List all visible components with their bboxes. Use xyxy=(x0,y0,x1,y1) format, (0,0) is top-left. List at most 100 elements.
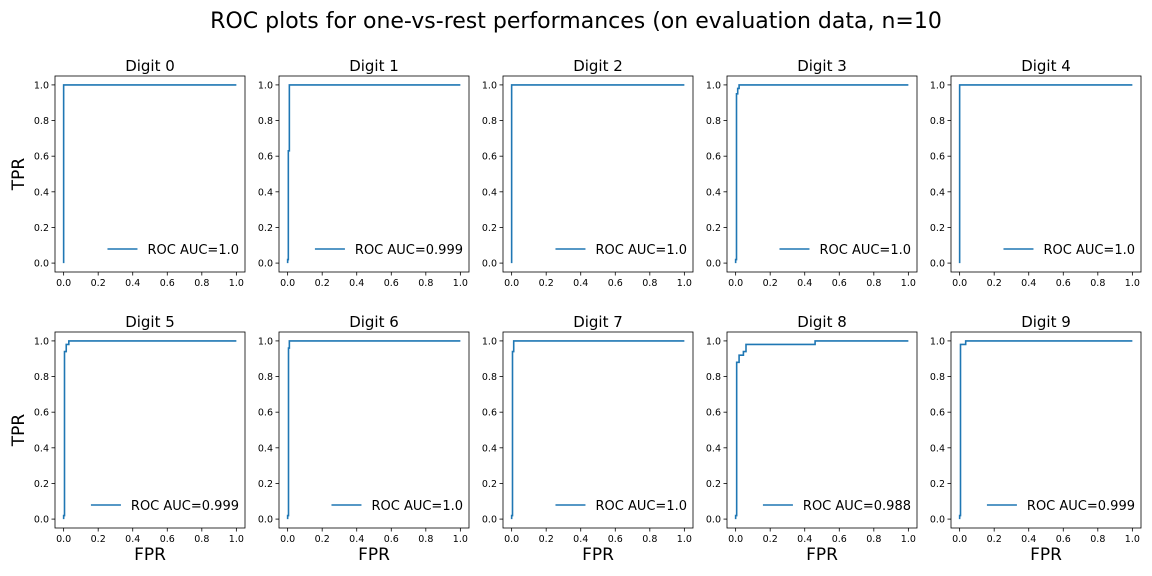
y-tick-label: 0.8 xyxy=(930,116,945,127)
x-tick-label: 0.0 xyxy=(728,534,743,545)
axes-frame xyxy=(54,331,246,529)
x-tick-label: 1.0 xyxy=(901,534,916,545)
y-tick-label: 0.0 xyxy=(258,259,273,270)
subplot-5: Digit 5 0.0 0.2 0.4 0.6 0.8 1.0 0.0 0.2 0.4 0.6 0.8… xyxy=(9,313,246,565)
subplot-title: Digit 6 xyxy=(349,313,399,331)
legend-label: ROC AUC=0.988 xyxy=(803,499,911,514)
subplot-4: Digit 4 0.0 0.2 0.4 0.6 0.8 1.0 0.0 0.2 0.4 0.6 0.8… xyxy=(930,57,1142,289)
x-tick-label: 0.4 xyxy=(797,534,812,545)
x-tick-label: 0.0 xyxy=(728,278,743,289)
y-tick-label: 0.2 xyxy=(258,479,273,490)
y-tick-label: 1.0 xyxy=(34,80,49,91)
legend-label: ROC AUC=1.0 xyxy=(371,499,463,514)
roc-curve xyxy=(958,84,1133,264)
y-tick-label: 0.6 xyxy=(34,408,49,419)
y-tick-label: 0.6 xyxy=(930,152,945,163)
y-tick-label: 0.8 xyxy=(930,372,945,383)
x-tick-label: 0.6 xyxy=(608,278,623,289)
y-tick-label: 0.4 xyxy=(482,443,497,454)
y-tick-label: 0.0 xyxy=(930,515,945,526)
y-tick-label: 0.0 xyxy=(258,515,273,526)
y-tick-label: 0.6 xyxy=(706,152,721,163)
x-axis-label: FPR xyxy=(806,545,838,565)
x-tick-label: 0.8 xyxy=(642,534,657,545)
x-tick-label: 0.0 xyxy=(56,534,71,545)
x-tick-label: 1.0 xyxy=(453,534,468,545)
roc-curve xyxy=(510,84,685,264)
legend-label: ROC AUC=1.0 xyxy=(1043,243,1135,258)
y-tick-label: 0.0 xyxy=(706,515,721,526)
subplot-0: Digit 0 0.0 0.2 0.4 0.6 0.8 1.0 0.0 0.2 0.4 0.6 0.8… xyxy=(9,57,246,289)
axes-frame xyxy=(502,75,694,273)
axes-frame xyxy=(950,331,1142,529)
axes-frame xyxy=(278,75,470,273)
axes-frame xyxy=(502,331,694,529)
x-tick-label: 0.4 xyxy=(573,278,588,289)
legend-label: ROC AUC=0.999 xyxy=(355,243,463,258)
x-tick-label: 0.8 xyxy=(1090,278,1105,289)
x-tick-label: 0.4 xyxy=(573,534,588,545)
y-tick-label: 0.8 xyxy=(482,372,497,383)
y-tick-label: 0.6 xyxy=(34,152,49,163)
y-tick-label: 0.8 xyxy=(482,116,497,127)
x-tick-label: 0.2 xyxy=(987,534,1002,545)
y-tick-label: 0.2 xyxy=(706,479,721,490)
y-tick-label: 1.0 xyxy=(258,80,273,91)
y-tick-label: 0.0 xyxy=(482,259,497,270)
y-axis-label: TPR xyxy=(9,158,29,192)
legend-label: ROC AUC=1.0 xyxy=(595,243,687,258)
y-tick-label: 1.0 xyxy=(930,80,945,91)
roc-curve xyxy=(958,340,1133,520)
subplot-title: Digit 0 xyxy=(125,57,175,75)
subplot-1: Digit 1 0.0 0.2 0.4 0.6 0.8 1.0 0.0 0.2 0.4 0.6 0.8… xyxy=(258,57,470,289)
legend-label: ROC AUC=0.999 xyxy=(131,499,239,514)
y-tick-label: 0.8 xyxy=(34,372,49,383)
x-tick-label: 0.8 xyxy=(866,534,881,545)
subplot-title: Digit 9 xyxy=(1021,313,1071,331)
subplot-title: Digit 1 xyxy=(349,57,399,75)
axes-frame xyxy=(726,331,918,529)
x-tick-label: 0.6 xyxy=(1056,278,1071,289)
y-tick-label: 1.0 xyxy=(258,336,273,347)
y-tick-label: 0.4 xyxy=(34,443,49,454)
x-tick-label: 0.6 xyxy=(384,534,399,545)
x-tick-label: 1.0 xyxy=(1125,534,1140,545)
x-tick-label: 1.0 xyxy=(1125,278,1140,289)
x-tick-label: 0.6 xyxy=(384,278,399,289)
axes-frame xyxy=(278,331,470,529)
roc-curve xyxy=(734,84,909,264)
y-tick-label: 0.4 xyxy=(258,187,273,198)
x-axis-label: FPR xyxy=(582,545,614,565)
y-tick-label: 0.2 xyxy=(930,223,945,234)
y-tick-label: 0.2 xyxy=(34,479,49,490)
y-tick-label: 0.2 xyxy=(706,223,721,234)
x-tick-label: 0.4 xyxy=(125,278,140,289)
subplot-title: Digit 8 xyxy=(797,313,847,331)
y-tick-label: 0.6 xyxy=(258,152,273,163)
y-tick-label: 0.8 xyxy=(706,116,721,127)
y-axis-label: TPR xyxy=(9,414,29,448)
y-tick-label: 0.0 xyxy=(930,259,945,270)
y-tick-label: 0.4 xyxy=(482,187,497,198)
y-tick-label: 0.4 xyxy=(34,187,49,198)
subplot-grid: Digit 0 0.0 0.2 0.4 0.6 0.8 1.0 0.0 0.2 0.4 0.6 0.8… xyxy=(9,57,1142,565)
legend-label: ROC AUC=1.0 xyxy=(595,499,687,514)
subplot-title: Digit 3 xyxy=(797,57,847,75)
subplot-3: Digit 3 0.0 0.2 0.4 0.6 0.8 1.0 0.0 0.2 0.4 0.6 0.8… xyxy=(706,57,918,289)
y-tick-label: 0.0 xyxy=(482,515,497,526)
x-tick-label: 0.8 xyxy=(418,534,433,545)
y-tick-label: 0.6 xyxy=(482,408,497,419)
y-tick-label: 1.0 xyxy=(482,80,497,91)
y-tick-label: 0.8 xyxy=(34,116,49,127)
x-tick-label: 1.0 xyxy=(901,278,916,289)
x-tick-label: 0.2 xyxy=(763,534,778,545)
x-tick-label: 0.4 xyxy=(349,534,364,545)
axes-frame xyxy=(54,75,246,273)
axes-frame xyxy=(726,75,918,273)
y-tick-label: 0.6 xyxy=(930,408,945,419)
y-tick-label: 0.4 xyxy=(930,443,945,454)
y-tick-label: 0.0 xyxy=(34,515,49,526)
x-tick-label: 0.0 xyxy=(952,278,967,289)
x-tick-label: 0.8 xyxy=(194,534,209,545)
